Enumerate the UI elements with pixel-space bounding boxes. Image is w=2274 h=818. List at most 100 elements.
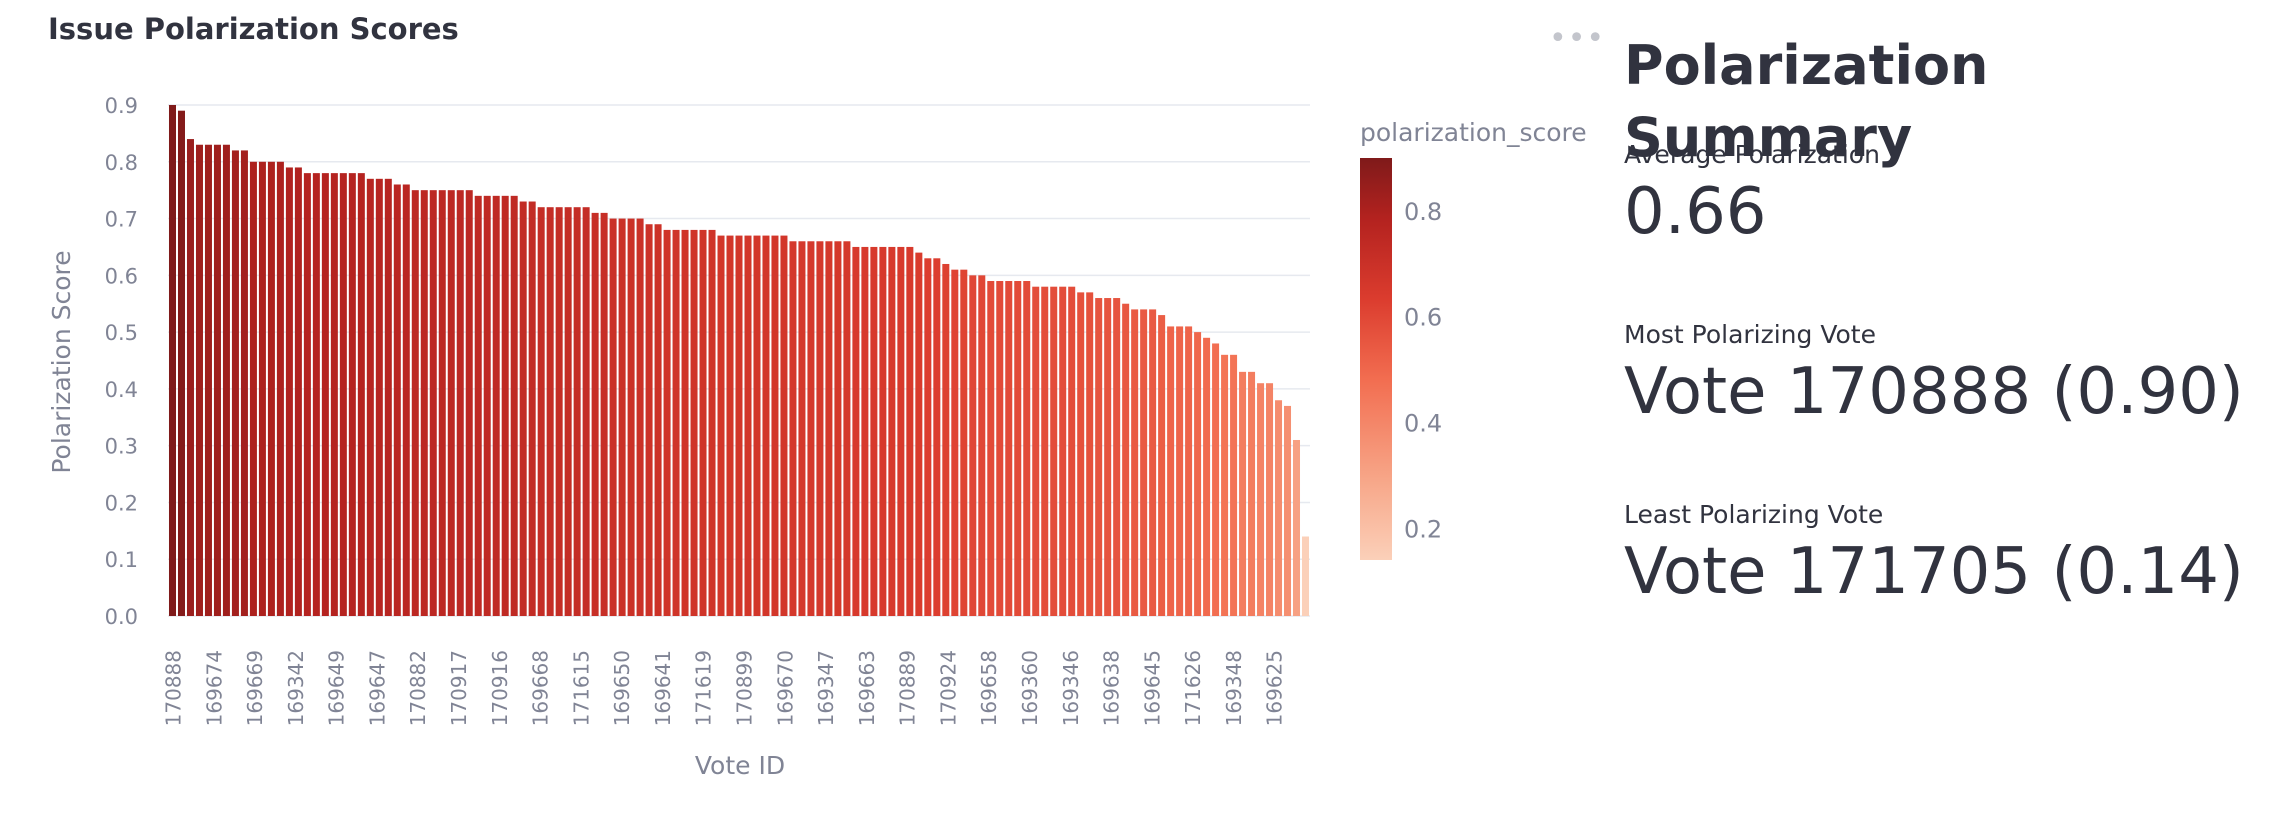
bar[interactable]: [960, 269, 968, 616]
bar[interactable]: [951, 269, 959, 616]
bar[interactable]: [330, 173, 338, 616]
bar[interactable]: [762, 235, 770, 616]
bar[interactable]: [591, 212, 599, 616]
bar[interactable]: [672, 229, 680, 616]
bar[interactable]: [654, 224, 662, 617]
bar[interactable]: [1248, 371, 1256, 616]
bar[interactable]: [987, 281, 995, 616]
bar[interactable]: [609, 218, 617, 616]
bar[interactable]: [501, 195, 509, 616]
bar[interactable]: [1158, 315, 1166, 616]
bar[interactable]: [1167, 326, 1175, 616]
bar[interactable]: [834, 241, 842, 616]
bar[interactable]: [645, 224, 653, 617]
bar[interactable]: [1095, 298, 1103, 616]
bar[interactable]: [1275, 400, 1283, 616]
bar[interactable]: [798, 241, 806, 616]
bar[interactable]: [1185, 326, 1193, 616]
bar[interactable]: [1194, 332, 1202, 616]
bar[interactable]: [177, 110, 185, 617]
bar[interactable]: [870, 246, 878, 616]
bar[interactable]: [627, 218, 635, 616]
bar[interactable]: [474, 195, 482, 616]
bar[interactable]: [1230, 354, 1238, 616]
bar[interactable]: [753, 235, 761, 616]
bar[interactable]: [825, 241, 833, 616]
bar[interactable]: [699, 229, 707, 616]
bar[interactable]: [168, 105, 176, 616]
bar[interactable]: [1203, 337, 1211, 616]
bar[interactable]: [1014, 281, 1022, 616]
bar[interactable]: [897, 246, 905, 616]
bar[interactable]: [429, 190, 437, 617]
bar[interactable]: [879, 246, 887, 616]
bar[interactable]: [852, 246, 860, 616]
bar[interactable]: [1005, 281, 1013, 616]
bar[interactable]: [1086, 292, 1094, 616]
bar[interactable]: [1149, 309, 1157, 616]
bar[interactable]: [1023, 281, 1031, 616]
bar[interactable]: [303, 173, 311, 616]
more-dots-icon[interactable]: •••: [1549, 21, 1606, 56]
bar[interactable]: [690, 229, 698, 616]
bar[interactable]: [744, 235, 752, 616]
bar[interactable]: [456, 190, 464, 617]
bar[interactable]: [1122, 303, 1130, 616]
bar[interactable]: [231, 150, 239, 617]
bar[interactable]: [510, 195, 518, 616]
bar[interactable]: [222, 144, 230, 617]
bar[interactable]: [186, 139, 194, 616]
bar[interactable]: [465, 190, 473, 617]
bar[interactable]: [438, 190, 446, 617]
bar[interactable]: [447, 190, 455, 617]
bar[interactable]: [492, 195, 500, 616]
bar[interactable]: [1050, 286, 1058, 616]
bar[interactable]: [195, 144, 203, 617]
bar[interactable]: [1257, 383, 1265, 616]
bar[interactable]: [843, 241, 851, 616]
bar[interactable]: [546, 207, 554, 616]
bar[interactable]: [906, 246, 914, 616]
bar[interactable]: [942, 263, 950, 616]
bar[interactable]: [384, 178, 392, 616]
bar[interactable]: [807, 241, 815, 616]
bar[interactable]: [375, 178, 383, 616]
bar[interactable]: [1176, 326, 1184, 616]
bar[interactable]: [933, 258, 941, 616]
bar[interactable]: [735, 235, 743, 616]
bar[interactable]: [294, 167, 302, 616]
bar[interactable]: [411, 190, 419, 617]
bar[interactable]: [1104, 298, 1112, 616]
bar[interactable]: [240, 150, 248, 617]
bar[interactable]: [555, 207, 563, 616]
bar[interactable]: [528, 201, 536, 616]
bar[interactable]: [285, 167, 293, 616]
bar[interactable]: [996, 281, 1004, 616]
bar[interactable]: [681, 229, 689, 616]
bar[interactable]: [915, 252, 923, 616]
bar[interactable]: [924, 258, 932, 616]
bar[interactable]: [708, 229, 716, 616]
bar[interactable]: [861, 246, 869, 616]
bar[interactable]: [1302, 536, 1310, 616]
bar[interactable]: [564, 207, 572, 616]
bar[interactable]: [312, 173, 320, 616]
bar[interactable]: [1293, 439, 1301, 616]
bar[interactable]: [1239, 371, 1247, 616]
bar[interactable]: [978, 275, 986, 616]
bar[interactable]: [1041, 286, 1049, 616]
bar[interactable]: [1032, 286, 1040, 616]
bar[interactable]: [816, 241, 824, 616]
bar[interactable]: [1284, 405, 1292, 616]
bar[interactable]: [366, 178, 374, 616]
bar[interactable]: [348, 173, 356, 616]
bar[interactable]: [1221, 354, 1229, 616]
bar[interactable]: [600, 212, 608, 616]
bar[interactable]: [618, 218, 626, 616]
bar[interactable]: [888, 246, 896, 616]
bar[interactable]: [1266, 383, 1274, 616]
bar[interactable]: [582, 207, 590, 616]
bar[interactable]: [339, 173, 347, 616]
bar[interactable]: [1212, 343, 1220, 616]
bar[interactable]: [213, 144, 221, 617]
